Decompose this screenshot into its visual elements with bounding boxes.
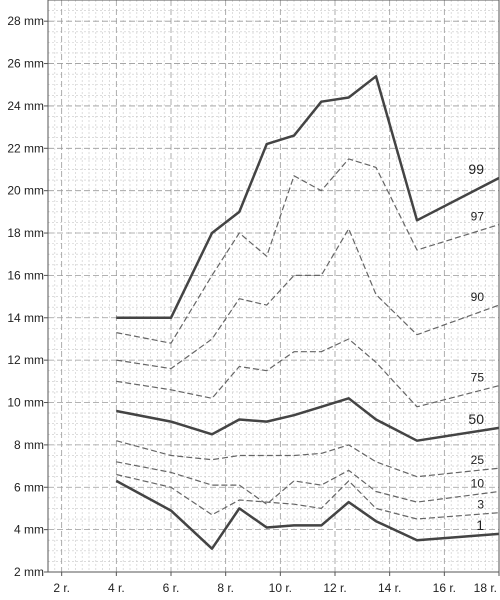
x-tick-label: 14 r. <box>378 581 401 595</box>
series-line-p97 <box>116 158 500 344</box>
y-tick-label: 14 mm <box>7 311 44 325</box>
series-label-p97: 97 <box>471 210 485 224</box>
x-tick-label: 16 r. <box>433 581 456 595</box>
y-tick-label: 22 mm <box>7 141 44 155</box>
x-tick-label: 18 r. <box>474 581 497 595</box>
series-line-p3 <box>116 473 500 520</box>
series-label-p10: 10 <box>471 476 485 490</box>
y-tick-label: 20 mm <box>7 184 44 198</box>
series-line-p10 <box>116 461 500 505</box>
series-line-p50 <box>116 397 500 442</box>
series-label-p50: 50 <box>468 411 484 427</box>
series-line-p25 <box>116 440 500 478</box>
x-tick-label: 12 r. <box>323 581 346 595</box>
x-tick-label: 8 r. <box>217 581 234 595</box>
series-label-p3: 3 <box>477 498 484 512</box>
y-tick-label: 26 mm <box>7 57 44 71</box>
y-tick-label: 10 mm <box>7 396 44 410</box>
series-line-p1 <box>115 479 500 550</box>
series-labels: 99 97 90 75 50 25 10 3 1 <box>468 161 484 533</box>
series-label-p1: 1 <box>476 517 484 533</box>
y-tick-label: 24 mm <box>7 99 44 113</box>
x-tick-label: 6 r. <box>163 581 180 595</box>
y-tick-label: 28 mm <box>7 14 44 28</box>
y-tick-label: 18 mm <box>7 226 44 240</box>
major-grid <box>48 0 500 573</box>
series-line-p75 <box>116 338 500 408</box>
series-label-p25: 25 <box>471 453 485 467</box>
series-label-p90: 90 <box>471 290 485 304</box>
series-layer <box>115 75 500 550</box>
x-tick-label: 2 r. <box>53 581 70 595</box>
series-line-p99 <box>116 75 500 320</box>
y-tick-label: 6 mm <box>14 480 44 494</box>
y-tick-label: 4 mm <box>14 523 44 537</box>
plot-border <box>47 0 500 573</box>
y-tick-label: 8 mm <box>14 438 44 452</box>
minor-grid <box>47 0 499 572</box>
x-tick-label: 10 r. <box>269 581 292 595</box>
y-tick-label: 12 mm <box>7 353 44 367</box>
series-label-p75: 75 <box>471 371 485 385</box>
y-axis: 2 mm 4 mm 6 mm 8 mm 10 mm 12 mm 14 mm 16 mm 18 m… <box>7 14 48 579</box>
y-tick-label: 16 mm <box>7 268 44 282</box>
x-axis: 2 r. 4 r. 6 r. 8 r. 10 r. 12 r. 14 r. 16 r. 18 r… <box>53 572 500 595</box>
x-tick-label: 4 r. <box>108 581 125 595</box>
y-tick-label: 2 mm <box>14 565 44 579</box>
series-label-p99: 99 <box>468 161 484 177</box>
